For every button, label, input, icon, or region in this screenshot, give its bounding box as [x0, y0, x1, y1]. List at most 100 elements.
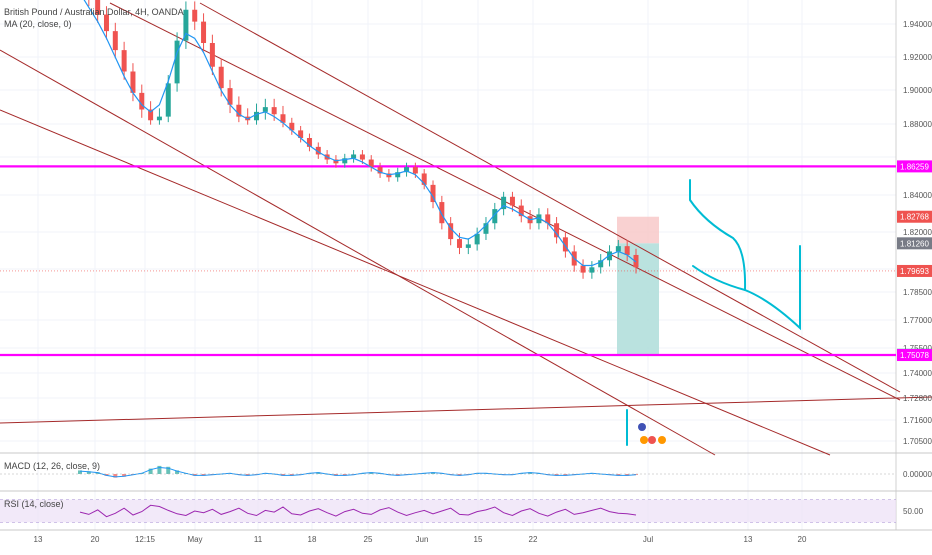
candle-body — [103, 14, 109, 32]
candle-body — [421, 173, 427, 185]
time-axis-tick: Jun — [416, 535, 429, 544]
price-tag-label: 1.79693 — [900, 267, 929, 276]
candle-body — [501, 196, 507, 210]
candle-body — [227, 88, 233, 105]
price-axis-tick: 1.75500 — [903, 344, 932, 353]
candle-body — [589, 267, 595, 273]
candle-body — [465, 244, 471, 248]
candle-body — [368, 159, 374, 168]
macd-histogram-bar — [122, 474, 127, 477]
candle-body — [333, 159, 339, 164]
candle-body — [518, 205, 524, 217]
price-axis-tick: 1.71600 — [903, 416, 932, 425]
rsi-legend[interactable]: RSI (14, close) — [4, 499, 64, 509]
candle-body — [439, 202, 445, 224]
price-axis-tick: 1.77000 — [903, 316, 932, 325]
candle-body — [386, 173, 392, 178]
moving-average-line — [83, 0, 637, 267]
candle-body — [598, 260, 604, 268]
candle-body — [448, 223, 454, 240]
candle-body — [474, 233, 480, 245]
candle-body — [624, 246, 630, 255]
trend-channel-line — [0, 49, 716, 456]
candle-body — [95, 0, 101, 15]
event-marker — [640, 436, 648, 444]
candle-body — [254, 111, 260, 121]
price-axis-tick: 1.88000 — [903, 120, 932, 129]
candle-body — [201, 21, 207, 43]
candle-body — [351, 154, 357, 159]
candle-body — [289, 122, 295, 131]
hand-drawn-line — [689, 179, 747, 291]
candle-body — [183, 9, 189, 41]
candle-body — [615, 246, 621, 252]
time-axis-tick: 18 — [308, 535, 317, 544]
price-tag-label: 1.82768 — [900, 213, 929, 222]
time-axis-tick: 15 — [474, 535, 483, 544]
trend-channel-line — [0, 109, 831, 456]
candle-body — [121, 50, 127, 72]
event-marker — [648, 436, 656, 444]
event-marker — [638, 423, 646, 431]
candle-body — [545, 214, 551, 224]
price-axis-tick: 1.84000 — [903, 191, 932, 200]
candle-body — [536, 214, 542, 224]
price-tag-box — [897, 264, 932, 277]
ma-legend[interactable]: MA (20, close, 0) — [4, 19, 72, 29]
time-axis-tick: 22 — [529, 535, 538, 544]
candle-body — [412, 167, 418, 174]
time-axis-tick: 20 — [91, 535, 100, 544]
stop-loss-zone — [617, 216, 659, 244]
candle-body — [174, 40, 180, 84]
macd-histogram-bar — [148, 468, 153, 474]
symbol-title: British Pound / Australian Dollar, 4H, O… — [4, 7, 184, 17]
price-axis-tick: 1.94000 — [903, 20, 932, 29]
price-tag-box — [897, 237, 932, 250]
candle-body — [148, 109, 154, 121]
macd-histogram-bar — [78, 470, 82, 474]
candle-body — [165, 83, 171, 117]
time-axis-tick: 13 — [744, 535, 753, 544]
price-axis-tick: 1.90000 — [903, 86, 932, 95]
candle-body — [209, 43, 215, 67]
price-tag-label: 1.81260 — [900, 239, 929, 248]
price-axis-tick: 1.74000 — [903, 369, 932, 378]
price-tag-box — [897, 160, 932, 173]
candle-body — [580, 265, 586, 273]
candle-body — [483, 223, 489, 234]
candle-body — [156, 116, 162, 121]
price-axis-tick: 1.92000 — [903, 53, 932, 62]
macd-histogram-bar — [113, 474, 118, 478]
candle-body — [377, 167, 383, 174]
rsi-line — [79, 504, 637, 518]
candle-body — [607, 251, 613, 261]
price-tag-label: 1.75078 — [900, 351, 929, 360]
candle-body — [342, 158, 348, 164]
price-tag-box — [897, 349, 932, 362]
candle-body — [262, 107, 268, 112]
candle-body — [430, 184, 436, 203]
price-axis-tick: 1.70500 — [903, 437, 932, 446]
candle-body — [280, 114, 286, 123]
time-axis-tick: 13 — [34, 535, 43, 544]
macd-legend[interactable]: MACD (12, 26, close, 9) — [4, 461, 101, 471]
candle-body — [404, 167, 410, 173]
candle-body — [236, 104, 242, 117]
macd-axis-tick: 0.00000 — [903, 470, 932, 479]
price-tag-label: 1.86259 — [900, 162, 929, 171]
macd-histogram-bar — [175, 470, 180, 474]
candle-body — [192, 9, 198, 22]
candle-body — [456, 239, 462, 248]
candle-body — [562, 237, 568, 252]
macd-histogram-bar — [86, 471, 91, 474]
price-tag-box — [897, 210, 932, 223]
price-axis-tick: 1.72800 — [903, 394, 932, 403]
macd-histogram-bar — [166, 466, 171, 474]
candle-body — [112, 31, 118, 51]
time-axis-tick: 25 — [364, 535, 373, 544]
candle-body — [306, 138, 312, 147]
trend-channel-line — [0, 396, 932, 424]
price-axis-tick: 1.82000 — [903, 228, 932, 237]
